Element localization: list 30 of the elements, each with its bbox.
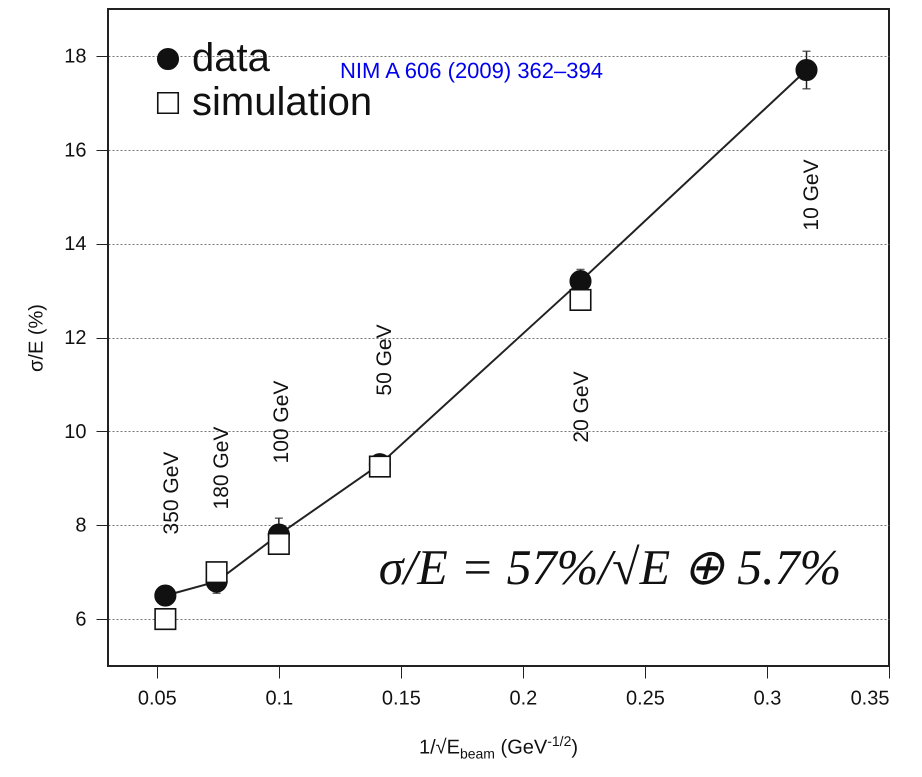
y-tick-label: 10: [64, 420, 86, 443]
y-tick-label: 18: [64, 45, 86, 68]
point: [268, 532, 290, 556]
point: [154, 584, 176, 607]
annotation: 20 GeV: [570, 371, 593, 443]
x-axis-title: 1/√E$_{beam}$ (GeV$^{-1/2}$): [418, 733, 580, 762]
x-tick-label: 0.2: [510, 688, 538, 710]
annotation: 50 GeV: [373, 324, 396, 396]
annotation: 100 GeV: [270, 380, 293, 464]
x-tick-label: 0.25: [626, 688, 665, 710]
legend-label: data: [192, 36, 271, 80]
annotation: 180 GeV: [210, 426, 233, 510]
point: [206, 561, 228, 584]
point: [795, 58, 818, 82]
x-tick-label: 0.35: [850, 688, 890, 710]
annotation: σ/E = 57%/√E ⊕ 5.7%: [378, 539, 842, 595]
legend-label: simulation: [192, 80, 372, 124]
y-tick-label: 8: [75, 514, 86, 537]
y-tick-label: 12: [64, 327, 86, 349]
y-tick-label: 14: [64, 233, 86, 256]
annotation: NIM A 606 (2009) 362–394: [340, 58, 603, 83]
annotation: 10 GeV: [800, 159, 823, 231]
x-tick-label: 0.05: [138, 688, 177, 710]
annotation: 350 GeV: [160, 452, 183, 534]
y-tick-label: 6: [75, 608, 86, 631]
x-tick-label: 0.1: [265, 688, 294, 710]
x-tick-label: 0.15: [382, 688, 421, 710]
y-tick-label: 16: [64, 139, 86, 162]
x-tick-label: 0.3: [754, 688, 782, 710]
y-axis-title: σ/E (%): [25, 304, 48, 372]
